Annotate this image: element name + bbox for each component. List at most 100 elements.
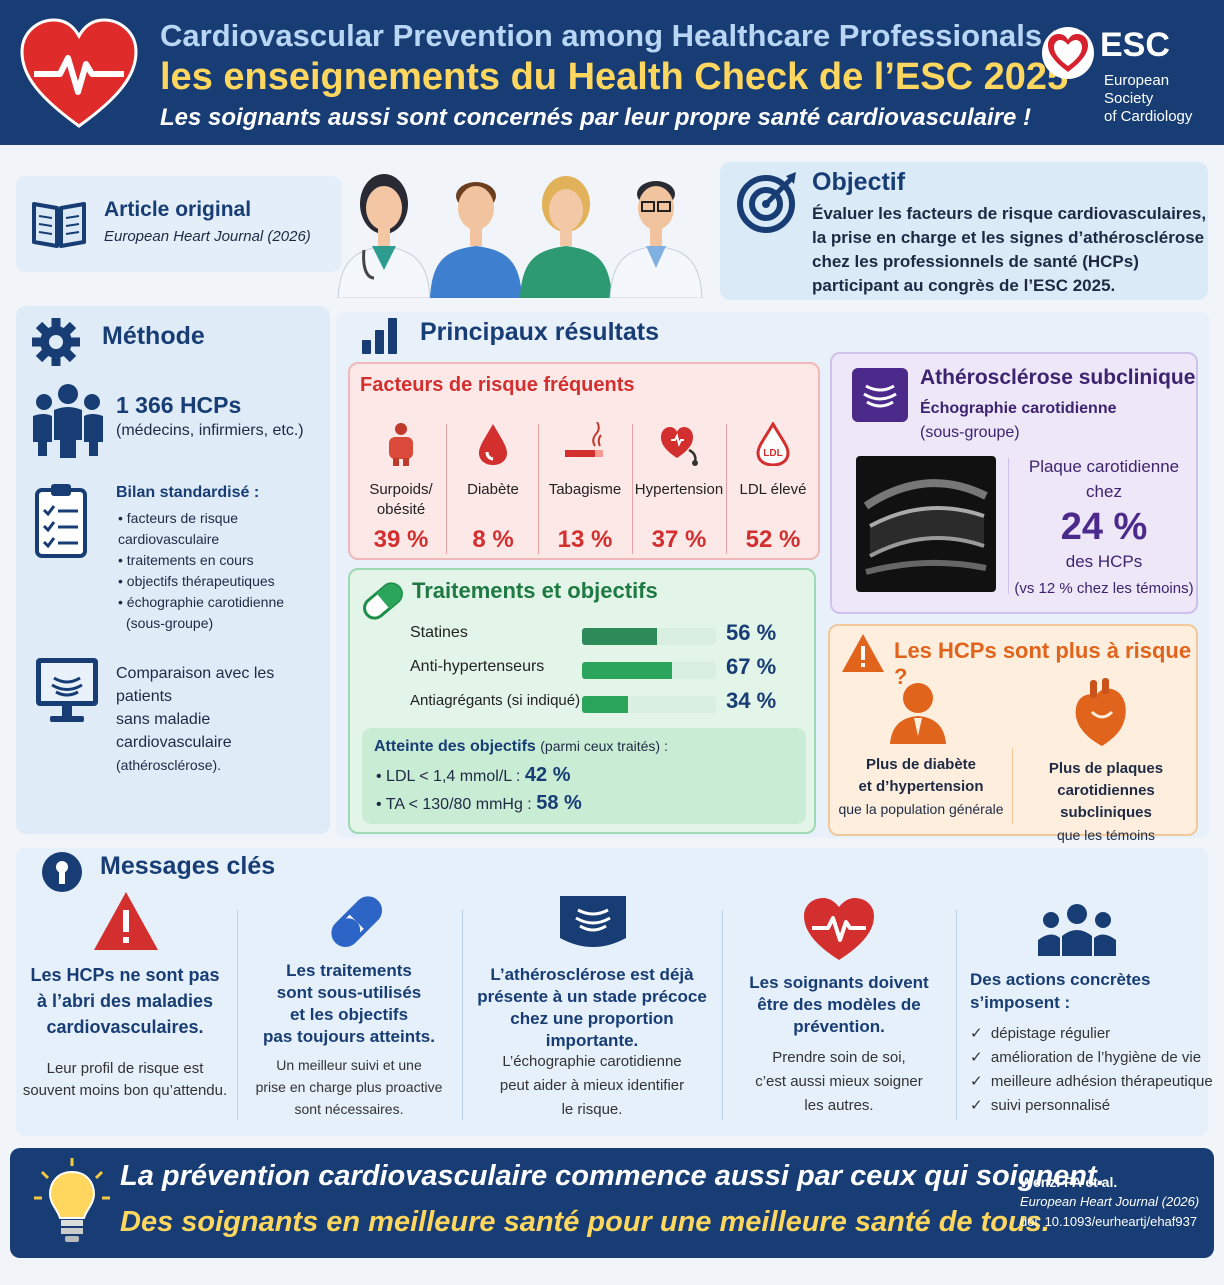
plus-risque-left: Plus de diabète et d’hypertension que la… — [838, 756, 1004, 817]
article-title: Article original — [104, 198, 252, 221]
risk-diabetes: Diabète 8 % — [446, 414, 540, 564]
athero-card: Athérosclérose subclinique Échographie c… — [830, 352, 1198, 614]
target-icon — [737, 172, 796, 233]
goals-title: Atteinte des objectifs (parmi ceux trait… — [374, 738, 668, 755]
ldl-drop-icon: LDL — [756, 422, 790, 466]
messages-title: Messages clés — [100, 852, 276, 880]
ultrasound-probe-icon — [560, 896, 626, 947]
treatments-card: Traitements et objectifs Statines 56 % A… — [348, 568, 816, 834]
risk-smoking: Tabagisme 13 % — [538, 414, 632, 564]
risk-value: 13 % — [557, 526, 613, 553]
message-item: Des actions concrètes s’imposent : ✓ dépi… — [962, 890, 1213, 1130]
article-card: Article original European Heart Journal … — [16, 176, 342, 272]
treatment-bar-track — [582, 628, 716, 645]
objectif-text: Évaluer les facteurs de risque cardiovas… — [812, 204, 1207, 295]
heart-pulse-icon — [804, 898, 874, 960]
risk-hypertension: Hypertension 37 % — [632, 414, 726, 564]
blood-drop-icon — [479, 424, 507, 465]
pill-capsule-icon — [331, 896, 383, 948]
athero-sub2: (sous-groupe) — [920, 424, 1020, 441]
message-item: Les HCPs ne sont pas à l’abri des maladie… — [20, 890, 230, 1130]
bilan-item: • traitements en cours — [118, 552, 254, 568]
body-icon — [389, 423, 413, 466]
action-item: ✓ meilleure adhésion thérapeutique — [970, 1073, 1213, 1090]
treatment-row: Anti-hypertenseurs 67 % — [410, 654, 830, 682]
risk-value: 8 % — [472, 526, 514, 553]
action-item: ✓ suivi personnalisé — [970, 1097, 1111, 1114]
pill-capsule-icon — [363, 582, 403, 620]
title-line-1: Cardiovascular Prevention among Healthca… — [160, 18, 1062, 53]
objectif-card: Objectif Évaluer les facteurs de risque … — [720, 162, 1208, 300]
lightbulb-icon — [34, 1158, 110, 1242]
message-item: Les soignants doivent être des modèles de… — [726, 890, 952, 1130]
ultrasound-probe-icon — [852, 368, 908, 422]
healthcare-professionals-illustration — [337, 174, 703, 298]
risk-value: 39 % — [373, 526, 429, 553]
treat-title: Traitements et objectifs — [412, 578, 658, 603]
athero-title: Athérosclérose subclinique — [920, 366, 1196, 389]
plaque-value: 24 % — [1060, 506, 1148, 548]
goal-ta: • TA < 130/80 mmHg : 58 % — [376, 792, 582, 814]
plaque-stat: Plaque carotidienne chez 24 % des HCPs (… — [1010, 454, 1198, 604]
treatment-pct: 67 % — [726, 654, 777, 679]
bilan-item: • objectifs thérapeutiques — [118, 573, 275, 589]
treatment-row: Statines 56 % — [410, 620, 830, 648]
comparaison-text: Comparaison avec les patients sans malad… — [116, 665, 275, 773]
bilan-item: (sous-groupe) — [126, 615, 214, 631]
risk-ldl: LDL LDL élevé 52 % — [726, 414, 820, 564]
treatment-bar-track — [582, 662, 716, 679]
plus-risque-title: Les HCPs sont plus à risque ? — [894, 638, 1192, 689]
esc-heart-icon — [1042, 27, 1094, 79]
goals-box: Atteinte des objectifs (parmi ceux trait… — [362, 728, 806, 824]
people-group-icon — [1038, 904, 1116, 956]
treatment-name: Anti-hypertenseurs — [410, 658, 545, 675]
bilan-item: • facteurs de risque cardiovasculaire — [118, 510, 239, 547]
treatment-bar-track — [582, 696, 716, 713]
carotid-ultrasound-image — [856, 456, 996, 592]
esc-logo-text: ESC — [1100, 26, 1170, 64]
methode-title: Méthode — [102, 322, 205, 350]
message-item: L’athérosclérose est déjà présente à un s… — [466, 890, 718, 1130]
treatment-name: Statines — [410, 624, 468, 641]
athero-sub: Échographie carotidienne — [920, 400, 1117, 417]
svg-text:LDL: LDL — [763, 448, 782, 459]
person-icon — [890, 683, 946, 744]
bilan-list: • facteurs de risque cardiovasculaire • … — [118, 508, 330, 634]
objectif-title: Objectif — [812, 168, 906, 196]
plus-risque-card: Les HCPs sont plus à risque ? Plus de di… — [828, 624, 1198, 843]
cigarette-icon — [565, 422, 603, 457]
methode-count-sub: (médecins, infirmiers, etc.) — [116, 422, 304, 439]
resultats-title: Principaux résultats — [420, 318, 659, 346]
clipboard-checklist-icon — [35, 484, 87, 558]
article-journal: European Heart Journal (2026) — [104, 228, 311, 245]
risk-overweight: Surpoids/obésité 39 % — [354, 414, 448, 564]
risk-value: 52 % — [745, 526, 801, 553]
subtitle: Les soignants aussi sont concernés par l… — [160, 104, 1031, 131]
treatment-bar-fill — [582, 696, 628, 713]
footer-banner: La prévention cardiovasculaire commence … — [10, 1148, 1214, 1258]
people-group-icon — [33, 384, 103, 458]
bilan-item: • échographie carotidienne — [118, 594, 285, 610]
esc-logo-sub: European Society of Cardiology — [1104, 72, 1193, 125]
key-lock-icon — [42, 852, 82, 892]
open-book-icon — [32, 202, 86, 248]
esc-logo: ESC European Society of Cardiology — [1040, 24, 1220, 125]
bar-chart-icon — [362, 318, 397, 354]
footer-line-2: Des soignants en meilleure santé pour un… — [120, 1206, 1050, 1238]
treatment-pct: 34 % — [726, 688, 777, 713]
warning-icon — [842, 634, 884, 672]
methode-count: 1 366 HCPs — [116, 392, 242, 418]
message-item: Les traitements sont sous-utilisés et les … — [246, 890, 452, 1130]
treatment-bar-fill — [582, 628, 658, 645]
warning-icon — [94, 892, 158, 950]
risk-factors-card: Facteurs de risque fréquents Surpoids/ob… — [348, 362, 820, 560]
risk-title: Facteurs de risque fréquents — [360, 374, 635, 396]
anatomical-heart-icon — [1075, 678, 1126, 746]
action-item: ✓ amélioration de l’hygiène de vie — [970, 1049, 1202, 1066]
footer-reference: Wenzl FA et al. European Heart Journal (… — [1020, 1174, 1200, 1229]
gear-icon — [32, 318, 80, 366]
ultrasound-monitor-icon — [36, 658, 98, 722]
heart-pulse-icon — [20, 18, 138, 128]
treatment-bar-fill — [582, 662, 672, 679]
risk-value: 37 % — [651, 526, 707, 553]
